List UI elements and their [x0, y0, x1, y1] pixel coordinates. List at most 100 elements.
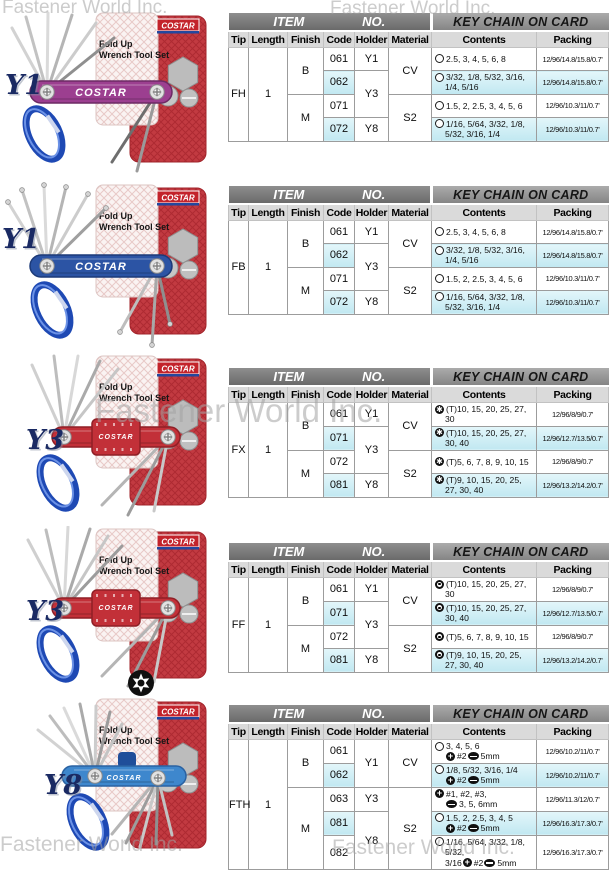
- pivot-screw: [87, 768, 103, 784]
- carabiner: [66, 793, 110, 851]
- column-header-material: Material: [387, 385, 433, 403]
- column-header-finish: Finish: [287, 560, 324, 578]
- hex-keys: [110, 776, 174, 849]
- cell-contents: (T)10, 15, 20, 25, 27, 30, 40: [431, 600, 538, 626]
- column-header-holder: Holder: [354, 560, 389, 578]
- hex-icon: [435, 741, 445, 751]
- cell-packing: 12/96/10.3/11/0.7': [536, 116, 610, 142]
- table-row: 062 Y3 3/32, 1/8, 5/32, 3/16, 1/4, 5/16 12/…: [229, 70, 610, 118]
- contents-text: 5mm: [497, 857, 517, 868]
- cell-tip: FB: [228, 220, 249, 315]
- cell-code: 063: [323, 786, 355, 812]
- phillips-icon: +: [435, 788, 445, 799]
- table-row: 081 Y8 ✱ (T)9, 10, 15, 20, 25, 27, 30, 40 12…: [229, 472, 610, 498]
- svg-text:Y3: Y3: [28, 598, 66, 629]
- cell-code: 081: [323, 647, 355, 673]
- cell-code: 072: [323, 289, 355, 315]
- item-no-band: ITEM NO.: [228, 13, 434, 31]
- contents-text: (T)5, 6, 7, 8, 9, 10, 15: [446, 631, 529, 642]
- cell-contents: (T)5, 6, 7, 8, 9, 10, 15: [431, 624, 538, 649]
- cell-packing: 12/96/10.3/11/0.7': [536, 266, 610, 291]
- column-header-contents: Contents: [431, 560, 538, 578]
- cell-holder: Y3: [354, 600, 389, 649]
- cell-contents: ✱ (T)9, 10, 15, 20, 25, 27, 30, 40: [431, 472, 538, 498]
- item-no-band: ITEM NO.: [228, 368, 434, 386]
- cell-material: S2: [387, 93, 433, 142]
- key-chain-band: KEY CHAIN ON CARD: [431, 543, 609, 561]
- item-no-band: ITEM NO.: [228, 543, 434, 561]
- column-header-material: Material: [387, 30, 433, 48]
- cell-packing: 12/96/8/9/0.7': [536, 402, 610, 427]
- contents-text: #1, #2, #3,: [446, 788, 487, 799]
- contents-text: 3/32, 1/8, 5/32, 3/16, 1/4, 5/16: [445, 245, 525, 266]
- torx-icon: ✱: [435, 404, 445, 414]
- column-header-length: Length: [248, 30, 288, 48]
- contents-text: #2: [457, 823, 467, 834]
- cell-code: 062: [323, 243, 355, 268]
- slotted-icon: [484, 858, 496, 867]
- product-photo-fth: COSTAR Fold Up Wrench Tool Set COSTAR Y8…: [0, 696, 228, 859]
- spec-table: ITEM NO. KEY CHAIN ON CARD Tip Length Finish C…: [228, 368, 610, 498]
- cell-contents: + #1, #2, #3, 3, 5, 6mm: [431, 786, 538, 812]
- tool-brand-text: COSTAR: [75, 261, 127, 273]
- svg-text:Wrench Tool Set: Wrench Tool Set: [99, 393, 169, 403]
- contents-text: 5mm: [480, 751, 500, 762]
- cell-packing: 12/96/16.3/17.3/0.7': [536, 834, 610, 870]
- cell-holder: Y3: [354, 243, 389, 291]
- carabiner: [22, 105, 66, 163]
- cell-material: CV: [387, 577, 433, 626]
- cell-material: CV: [387, 402, 433, 451]
- cell-tip: FF: [228, 577, 249, 673]
- svg-text:Y8: Y8: [44, 770, 82, 801]
- cell-holder: Y8: [354, 116, 389, 142]
- svg-text:Y1: Y1: [2, 224, 40, 255]
- product-photo: COSTAR Fold Up Wrench Tool Set COSTAR Y1…: [5, 11, 207, 173]
- spec-table-fth: ITEM NO. KEY CHAIN ON CARD Tip Length Finish C…: [228, 705, 610, 870]
- column-header-length: Length: [248, 385, 288, 403]
- phillips-icon: +: [462, 857, 472, 868]
- cell-contents: 2.5, 3, 4, 5, 6, 8: [431, 47, 538, 71]
- contents-text: 1.5, 2, 2.5, 3, 4, 5, 6: [446, 100, 523, 111]
- cell-finish: B: [287, 739, 324, 788]
- cell-holder: Y1: [354, 577, 389, 602]
- cell-packing: 12/96/16.3/17.3/0.7': [536, 810, 610, 836]
- contents-text: 1/16, 5/64, 3/32, 1/8, 5/32, 3/16, 1/4: [445, 291, 525, 313]
- tool-body: [29, 254, 173, 278]
- cell-contents: 3/32, 1/8, 5/32, 3/16, 1/4, 5/16: [431, 70, 538, 95]
- svg-text:Y1: Y1: [4, 226, 42, 257]
- product-photo: COSTAR Fold Up Wrench Tool Set COSTAR Y8…: [36, 698, 207, 851]
- product-photo: COSTAR Fold Up Wrench Tool Set COSTAR: [26, 525, 207, 696]
- cell-tip: FX: [228, 402, 249, 498]
- hex-icon: [435, 227, 445, 237]
- pivot-screw: [149, 258, 165, 274]
- product-photo-fh: COSTAR Fold Up Wrench Tool Set COSTAR Y1…: [0, 10, 228, 178]
- contents-text: 5mm: [480, 823, 500, 834]
- hex-keys: [30, 354, 120, 439]
- band-label: ITEM: [273, 369, 305, 384]
- table-row: FB 1 B 061 Y1 CV 2.5, 3, 4, 5, 6, 8 12/96/14.8/…: [228, 220, 610, 315]
- cell-contents: (T)9, 10, 15, 20, 25, 27, 30, 40: [431, 647, 538, 673]
- cell-contents: 1/16, 5/64, 3/32, 1/8, 5/32, 3/16, 1/4: [431, 289, 538, 315]
- torx-icon: ✱: [435, 475, 445, 485]
- column-header-packing: Packing: [536, 722, 610, 740]
- cell-holder: Y3: [354, 425, 389, 474]
- band-label: NO.: [362, 369, 386, 384]
- cell-contents: 1.5, 2, 2.5, 3, 4, 5, 6: [431, 93, 538, 118]
- hex-keys: [5, 182, 109, 268]
- hex-icon: [435, 54, 445, 64]
- table-row: 071 Y3 (T)10, 15, 20, 25, 27, 30, 40 12/96/…: [229, 600, 610, 649]
- column-header-tip: Tip: [228, 722, 249, 740]
- contents-text: 2.5, 3, 4, 5, 6, 8: [446, 53, 506, 64]
- slotted-icon: [467, 824, 479, 833]
- cell-code: 081: [323, 472, 355, 498]
- cell-contents: 3/32, 1/8, 5/32, 3/16, 1/4, 5/16: [431, 243, 538, 268]
- product-photo: COSTAR Fold Up Wrench Tool Set COSTAR Y1…: [2, 182, 207, 348]
- cell-packing: 12/96/14.8/15.8/0.7': [536, 243, 610, 268]
- pivot-screw: [39, 84, 55, 100]
- table-row: 062 1/8, 5/32, 3/16, 1/4 + #2 5mm 12/96/10.2/…: [229, 762, 610, 788]
- contents-text: (T)10, 15, 20, 25, 27, 30: [445, 579, 527, 600]
- band-label: NO.: [362, 544, 386, 559]
- cell-finish: M: [287, 266, 324, 315]
- cell-packing: 12/96/14.8/15.8/0.7': [536, 70, 610, 95]
- hex-icon: [435, 292, 445, 302]
